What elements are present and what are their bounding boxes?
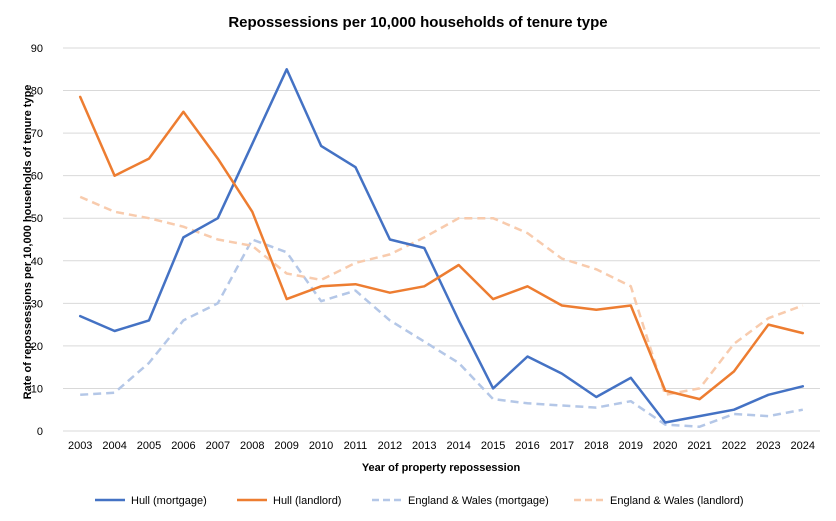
- x-tick-label: 2018: [584, 440, 608, 452]
- y-tick-label: 90: [31, 43, 43, 55]
- series-line-0: [78, 68, 805, 424]
- x-tick-label: 2014: [446, 440, 470, 452]
- y-axis-ticks: 0 10 20 30 40 50 60 70 80 90: [31, 43, 43, 438]
- x-tick-label: 2019: [619, 440, 643, 452]
- x-axis-label: Year of property repossession: [362, 462, 521, 474]
- x-tick-label: 2005: [137, 440, 161, 452]
- y-tick-label: 30: [31, 298, 43, 310]
- y-tick-label: 10: [31, 383, 43, 395]
- series-line-3: [79, 195, 804, 397]
- x-tick-label: 2023: [756, 440, 780, 452]
- x-tick-label: 2022: [722, 440, 746, 452]
- x-tick-label: 2004: [102, 440, 126, 452]
- x-tick-label: 2006: [171, 440, 195, 452]
- legend-label: England & Wales (landlord): [610, 495, 744, 507]
- x-tick-label: 2015: [481, 440, 505, 452]
- x-tick-label: 2020: [653, 440, 677, 452]
- x-tick-label: 2011: [344, 440, 368, 452]
- y-tick-label: 20: [31, 341, 43, 353]
- y-tick-label: 80: [31, 86, 43, 98]
- x-tick-label: 2024: [791, 440, 815, 452]
- x-tick-label: 2016: [515, 440, 539, 452]
- y-axis-label: Rate of repossessions per 10,000 househo…: [22, 85, 34, 400]
- chart-title: Repossessions per 10,000 households of t…: [228, 14, 607, 31]
- gridlines: [63, 47, 820, 432]
- x-tick-label: 2008: [240, 440, 264, 452]
- y-tick-label: 60: [31, 171, 43, 183]
- x-tick-label: 2021: [687, 440, 711, 452]
- x-tick-label: 2009: [274, 440, 298, 452]
- series-lines: [78, 68, 805, 428]
- y-tick-label: 50: [31, 213, 43, 225]
- y-tick-label: 40: [31, 256, 43, 268]
- legend-label: England & Wales (mortgage): [408, 495, 549, 507]
- legend-label: Hull (landlord): [273, 495, 341, 507]
- x-tick-label: 2012: [378, 440, 402, 452]
- x-axis-ticks: 2003 2004 2005 2006 2007 2008 2009 2010 2011 2012…: [68, 440, 815, 452]
- x-tick-label: 2017: [550, 440, 574, 452]
- y-tick-label: 70: [31, 128, 43, 140]
- legend: Hull (mortgage) Hull (landlord) England & …: [95, 495, 744, 507]
- y-tick-label: 0: [37, 426, 43, 438]
- x-tick-label: 2010: [309, 440, 333, 452]
- series-line-1: [78, 95, 805, 401]
- x-tick-label: 2003: [68, 440, 92, 452]
- legend-label: Hull (mortgage): [131, 495, 207, 507]
- x-tick-label: 2013: [412, 440, 436, 452]
- x-tick-label: 2007: [206, 440, 230, 452]
- series-line-2: [80, 238, 804, 428]
